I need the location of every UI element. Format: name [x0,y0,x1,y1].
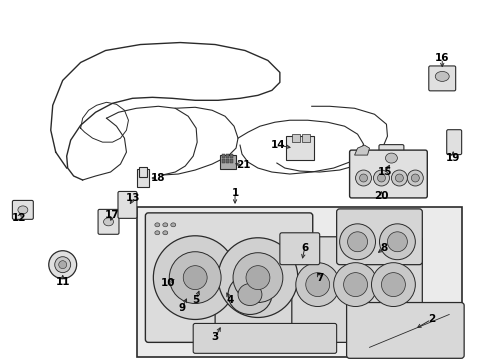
FancyBboxPatch shape [378,145,403,176]
Ellipse shape [163,231,167,235]
Circle shape [55,257,71,273]
FancyBboxPatch shape [279,233,319,265]
Text: 21: 21 [235,160,250,170]
FancyBboxPatch shape [349,150,427,198]
Text: 14: 14 [270,140,285,150]
Circle shape [49,251,77,279]
Circle shape [218,238,297,318]
Text: 18: 18 [151,173,165,183]
FancyBboxPatch shape [193,323,336,353]
FancyBboxPatch shape [215,252,312,347]
Bar [137,169,149,187]
FancyBboxPatch shape [118,192,137,219]
Ellipse shape [155,231,160,235]
Text: 9: 9 [178,302,185,312]
Circle shape [355,170,371,186]
Ellipse shape [385,153,397,163]
Circle shape [395,174,403,182]
Circle shape [339,224,375,260]
FancyBboxPatch shape [446,130,461,154]
Text: 10: 10 [161,278,175,288]
Bar [301,134,309,142]
Ellipse shape [163,223,167,227]
Bar [139,167,147,177]
Circle shape [386,232,407,252]
Circle shape [377,174,385,182]
Bar [225,159,228,163]
Text: 16: 16 [434,54,448,63]
Bar [225,154,228,158]
Circle shape [379,224,414,260]
Circle shape [305,273,329,297]
Bar [137,207,461,357]
Text: 13: 13 [126,193,141,203]
Circle shape [333,263,377,306]
Circle shape [183,266,207,289]
Circle shape [381,273,405,297]
Polygon shape [354,145,369,155]
Text: 11: 11 [55,276,70,287]
Circle shape [373,170,388,186]
FancyBboxPatch shape [346,302,463,358]
Ellipse shape [103,218,113,226]
Text: 2: 2 [427,314,434,324]
Ellipse shape [155,223,160,227]
Ellipse shape [18,206,28,214]
Text: 1: 1 [231,188,238,198]
FancyBboxPatch shape [428,66,455,91]
FancyBboxPatch shape [145,213,312,342]
Ellipse shape [170,223,175,227]
Circle shape [390,170,407,186]
Bar [222,154,224,158]
Bar [229,154,233,158]
FancyBboxPatch shape [98,210,119,234]
Bar [220,155,236,169]
FancyBboxPatch shape [12,201,33,219]
Circle shape [245,266,269,289]
Text: 17: 17 [105,210,120,220]
Bar [291,134,299,142]
Bar [229,159,233,163]
Text: 20: 20 [373,191,388,201]
FancyBboxPatch shape [291,237,422,342]
Circle shape [59,261,66,269]
Ellipse shape [227,275,271,315]
Text: 19: 19 [445,153,459,163]
Ellipse shape [434,71,448,81]
Circle shape [153,236,237,319]
Text: 12: 12 [12,213,26,223]
Text: 7: 7 [315,273,323,283]
Bar [285,136,313,160]
Text: 8: 8 [380,243,387,253]
Circle shape [371,263,414,306]
Circle shape [295,263,339,306]
Circle shape [359,174,367,182]
Text: 3: 3 [211,332,218,342]
FancyBboxPatch shape [336,209,422,265]
Circle shape [233,253,282,302]
Circle shape [410,174,419,182]
Text: 4: 4 [226,294,233,305]
Text: 6: 6 [301,243,308,253]
Bar [222,159,224,163]
Circle shape [169,252,221,303]
Ellipse shape [238,284,262,306]
Circle shape [347,232,367,252]
Circle shape [343,273,367,297]
Circle shape [407,170,423,186]
Text: 5: 5 [192,294,200,305]
Text: 15: 15 [377,167,392,177]
